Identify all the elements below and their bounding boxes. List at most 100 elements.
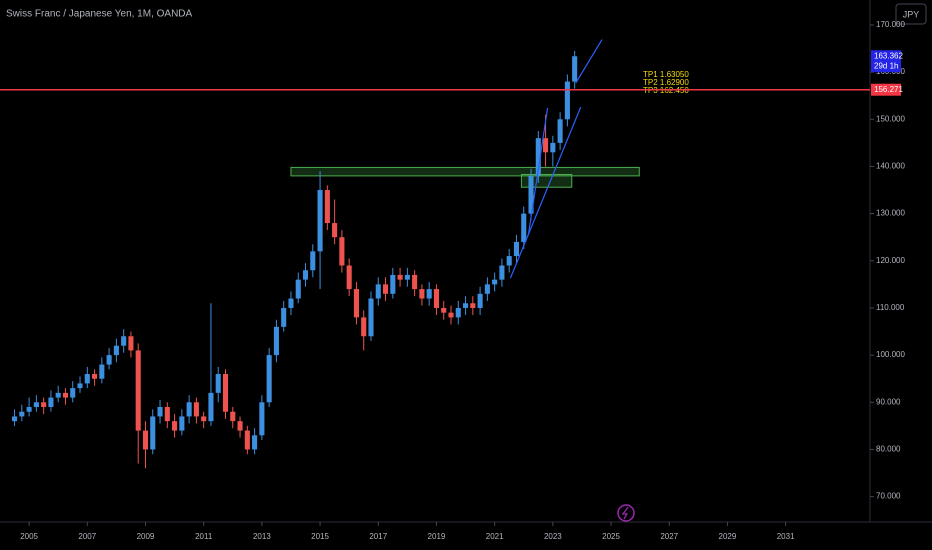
y-tick-label: 130.000	[876, 209, 905, 218]
candle-body	[193, 402, 199, 417]
candle-body	[426, 289, 432, 299]
candle-body	[230, 411, 236, 422]
candle-body	[201, 416, 207, 422]
y-tick-label: 140.000	[876, 162, 905, 171]
candle-body	[484, 284, 490, 294]
currency-button[interactable]	[895, 3, 927, 25]
candle-body	[506, 256, 512, 266]
candle-body	[535, 138, 541, 176]
candle-body	[222, 373, 229, 412]
x-tick-label: 2005	[20, 532, 38, 541]
candle-body	[172, 421, 178, 431]
y-tick-label: 90.000	[876, 397, 901, 406]
trend-line	[527, 107, 549, 235]
candle-body	[215, 373, 221, 393]
candle-body	[324, 190, 330, 224]
annotation: TP2 1.62900	[643, 78, 689, 87]
countdown-label: 29d 1h	[874, 61, 898, 70]
candle-body	[33, 402, 39, 408]
candle-body	[448, 312, 454, 318]
candle-body	[346, 265, 352, 290]
y-tick-label: 80.000	[876, 445, 901, 454]
candle-body	[353, 289, 359, 318]
candle-body	[288, 298, 294, 308]
candle-body	[317, 190, 323, 252]
candle-body	[62, 392, 69, 398]
candle-body	[281, 307, 287, 327]
candle-body	[412, 274, 418, 290]
candle-body	[375, 284, 381, 299]
candle-body	[186, 402, 192, 417]
candle-body	[477, 293, 483, 308]
candle-body	[433, 289, 440, 308]
currency-button-label[interactable]: JPY	[903, 9, 920, 19]
y-tick-label: 70.000	[876, 492, 901, 501]
zone	[520, 173, 573, 188]
x-tick-label: 2023	[544, 532, 562, 541]
candle-body	[332, 223, 338, 238]
candle-body	[164, 407, 170, 422]
candle-body	[557, 119, 563, 143]
x-tick-label: 2009	[137, 532, 155, 541]
candle-body	[48, 397, 54, 408]
candle-body	[244, 430, 250, 450]
candle-body	[113, 345, 119, 356]
candle-body	[70, 388, 76, 398]
annotation: TP3 162.450	[643, 86, 689, 95]
candle-body	[521, 213, 527, 242]
candle-body	[252, 435, 258, 450]
zone	[290, 166, 640, 177]
candle-body	[382, 284, 389, 294]
candle-body	[368, 298, 374, 337]
candle-body	[499, 265, 505, 280]
candle-body	[390, 274, 396, 294]
candle-body	[550, 142, 556, 153]
candle-body	[142, 430, 149, 450]
x-tick-label: 2007	[78, 532, 96, 541]
candle-body	[310, 251, 316, 271]
candle-body	[259, 402, 265, 436]
candle-body	[404, 274, 410, 280]
x-tick-label: 2025	[602, 532, 620, 541]
x-tick-label: 2017	[369, 532, 387, 541]
candle-body	[361, 317, 367, 337]
x-tick-label: 2027	[660, 532, 678, 541]
price-label-box	[871, 83, 901, 96]
y-tick-label: 150.000	[876, 114, 905, 123]
candle-body	[55, 392, 61, 398]
x-tick-label: 2031	[777, 532, 795, 541]
x-tick-label: 2015	[311, 532, 329, 541]
candle-body	[397, 274, 403, 280]
candle-body	[419, 289, 425, 299]
candle-body	[19, 411, 25, 417]
candle-body	[572, 56, 578, 82]
candle-body	[128, 336, 134, 351]
candle-body	[26, 407, 32, 412]
y-tick-label: 120.000	[876, 256, 905, 265]
lightning-icon[interactable]	[617, 504, 635, 522]
candle-body	[237, 421, 243, 431]
candle-body	[564, 81, 570, 120]
candle-body	[266, 355, 272, 403]
candle-body	[302, 270, 309, 280]
candle-body	[455, 307, 461, 318]
candle-body	[106, 355, 112, 365]
candle-body	[208, 392, 214, 422]
candle-body	[99, 364, 105, 379]
candle-body	[135, 350, 141, 431]
x-tick-label: 2019	[428, 532, 446, 541]
candle-body	[121, 336, 127, 346]
candle-body	[339, 237, 345, 266]
candle-body	[463, 303, 469, 308]
price-label: 156.271	[874, 85, 903, 94]
last-price-box	[871, 50, 901, 73]
candle-body	[12, 416, 18, 422]
candle-body	[157, 407, 163, 417]
x-tick-label: 2029	[719, 532, 737, 541]
candle-body	[273, 326, 279, 356]
x-tick-label: 2021	[486, 532, 504, 541]
candle-body	[470, 303, 476, 308]
